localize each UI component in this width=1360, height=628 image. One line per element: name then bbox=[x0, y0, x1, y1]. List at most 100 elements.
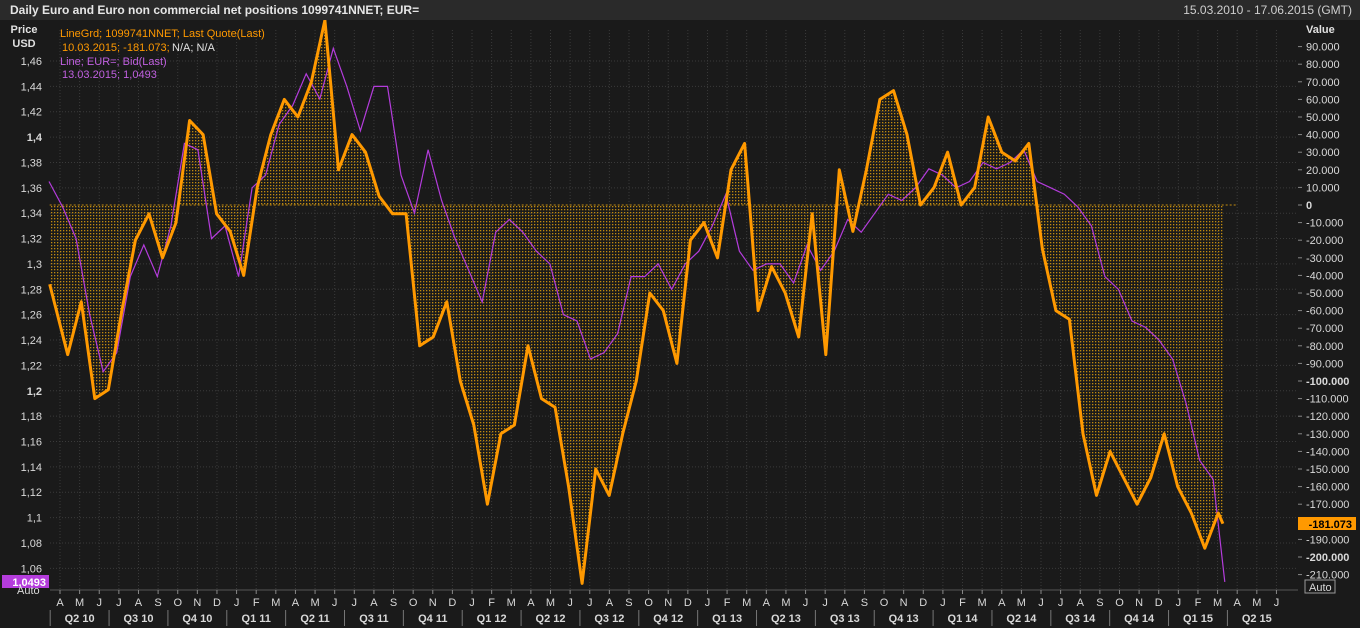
right-axis-tick-label: -160.000 bbox=[1306, 482, 1349, 494]
x-axis-quarter-label: Q4 14 bbox=[1124, 613, 1155, 625]
right-axis-tick-label: -150.000 bbox=[1306, 464, 1349, 476]
x-axis-month-label: N bbox=[664, 597, 672, 609]
x-axis-month-label: F bbox=[253, 597, 260, 609]
chart-titlebar: Daily Euro and Euro non commercial net p… bbox=[0, 0, 1360, 21]
x-axis-month-label: J bbox=[116, 597, 122, 609]
left-axis-tick-label: 1,18 bbox=[21, 411, 42, 423]
right-auto-button-frame[interactable] bbox=[1304, 579, 1336, 594]
x-axis-month-label: M bbox=[75, 597, 84, 609]
x-axis-quarter-label: Q3 12 bbox=[594, 613, 624, 625]
x-axis-month-label: J bbox=[96, 597, 102, 609]
left-auto-button[interactable]: Auto bbox=[17, 585, 40, 597]
right-axis-tick-label: 70.000 bbox=[1306, 77, 1340, 89]
chart-title: Daily Euro and Euro non commercial net p… bbox=[10, 3, 420, 17]
right-axis-tick-label: 60.000 bbox=[1306, 94, 1340, 106]
right-axis-tick-label: -80.000 bbox=[1306, 341, 1343, 353]
right-axis-tick-label: 10.000 bbox=[1306, 182, 1340, 194]
x-axis-quarter-label: Q2 11 bbox=[300, 613, 329, 625]
chart-area[interactable]: Price USD 1,46 1,44 1,42 1,4 1,38 1,36 1,34 1,3… bbox=[0, 20, 1360, 628]
x-axis-month-label: F bbox=[724, 597, 731, 609]
x-axis-month-label: A bbox=[841, 597, 849, 609]
x-axis-month-label: J bbox=[803, 597, 809, 609]
right-last-value-tag: -181.073 bbox=[1309, 519, 1352, 531]
date-range: 15.03.2010 - 17.06.2015 (GMT) bbox=[1183, 3, 1352, 17]
x-axis-quarter-label: Q3 11 bbox=[359, 613, 388, 625]
left-axis-tick-label: 1,34 bbox=[21, 208, 42, 220]
x-axis-month-label: M bbox=[781, 597, 790, 609]
left-axis-tick-label: 1,32 bbox=[21, 234, 42, 246]
right-axis-tick-label: -40.000 bbox=[1306, 270, 1343, 282]
x-axis-month-label: A bbox=[1234, 597, 1242, 609]
x-axis-month-label: M bbox=[546, 597, 555, 609]
right-axis-tick-label: -50.000 bbox=[1306, 288, 1343, 300]
x-axis-month-label: M bbox=[1017, 597, 1026, 609]
left-axis-tick-label: 1,06 bbox=[21, 563, 42, 575]
x-axis-month-label: S bbox=[625, 597, 632, 609]
x-axis-month-label: A bbox=[763, 597, 771, 609]
x-axis-month-label: F bbox=[488, 597, 495, 609]
x-axis-month-label: S bbox=[1096, 597, 1103, 609]
x-axis-month-label: J bbox=[567, 597, 573, 609]
left-axis-tick-label: 1,3 bbox=[27, 259, 42, 271]
x-axis-month-label: J bbox=[705, 597, 711, 609]
x-axis-month-label: J bbox=[1274, 597, 1280, 609]
x-axis-quarter-label: Q4 10 bbox=[182, 613, 212, 625]
x-axis-quarter-label: Q2 15 bbox=[1242, 613, 1272, 625]
x-axis-month-label: N bbox=[193, 597, 201, 609]
x-axis-month-label: D bbox=[684, 597, 692, 609]
x-axis-month-label: A bbox=[370, 597, 378, 609]
right-axis-tick-label: -130.000 bbox=[1306, 429, 1349, 441]
x-axis-month-label: A bbox=[998, 597, 1006, 609]
left-axis-tick-label: 1,46 bbox=[21, 56, 42, 68]
right-axis-tick-label: -60.000 bbox=[1306, 306, 1343, 318]
right-axis-tick-label: -30.000 bbox=[1306, 253, 1343, 265]
x-axis-quarter-label: Q1 13 bbox=[712, 613, 742, 625]
x-axis-quarter-label: Q2 10 bbox=[65, 613, 95, 625]
left-axis-tick-label: 1,2 bbox=[27, 386, 42, 398]
right-axis-tick-label: -20.000 bbox=[1306, 235, 1343, 247]
right-axis-tick-label: -140.000 bbox=[1306, 446, 1349, 458]
right-axis-tick-label: -170.000 bbox=[1306, 499, 1349, 511]
left-last-value-tag: 1,0493 bbox=[12, 577, 46, 589]
left-axis-tick-label: 1,4 bbox=[27, 132, 43, 144]
x-axis-month-label: O bbox=[1115, 597, 1124, 609]
x-axis-month-label: A bbox=[292, 597, 300, 609]
left-axis-tick-label: 1,28 bbox=[21, 284, 42, 296]
x-axis-month-label: O bbox=[644, 597, 653, 609]
right-axis-tick-label: 90.000 bbox=[1306, 42, 1340, 54]
x-axis-month-label: J bbox=[587, 597, 593, 609]
x-axis-month-label: M bbox=[507, 597, 516, 609]
left-axis-tick-label: 1,12 bbox=[21, 487, 42, 499]
right-auto-button[interactable]: Auto bbox=[1309, 582, 1332, 594]
left-axis-tick-label: 1,08 bbox=[21, 538, 42, 550]
x-axis-quarter-label: Q4 11 bbox=[418, 613, 447, 625]
x-axis-month-label: F bbox=[959, 597, 966, 609]
right-axis-tick-label: -100.000 bbox=[1306, 376, 1349, 388]
x-axis-quarter-label: Q1 14 bbox=[948, 613, 979, 625]
x-axis-month-label: J bbox=[352, 597, 358, 609]
right-axis-tick-label: 50.000 bbox=[1306, 112, 1340, 124]
right-axis-label: Value bbox=[1306, 24, 1335, 36]
right-axis-tick-label: 0 bbox=[1306, 200, 1312, 212]
x-axis-month-label: D bbox=[448, 597, 456, 609]
x-axis-quarter-label: Q1 11 bbox=[242, 613, 271, 625]
x-axis-quarter-label: Q3 14 bbox=[1065, 613, 1096, 625]
legend-series1-name: LineGrd; 1099741NNET; Last Quote(Last) bbox=[60, 28, 265, 40]
x-axis-month-label: M bbox=[271, 597, 280, 609]
left-axis-tick-label: 1,42 bbox=[21, 107, 42, 119]
series-layer bbox=[48, 20, 1226, 585]
x-axis-quarter-label: Q4 12 bbox=[653, 613, 683, 625]
left-axis-label-usd: USD bbox=[12, 38, 35, 50]
x-axis-month-label: M bbox=[742, 597, 751, 609]
x-axis-month-label: N bbox=[900, 597, 908, 609]
right-axis-tick-label: -210.000 bbox=[1306, 570, 1349, 582]
x-axis-month-label: J bbox=[469, 597, 475, 609]
x-axis-month-label: J bbox=[1058, 597, 1064, 609]
x-axis-month-label: J bbox=[1038, 597, 1044, 609]
x-axis-month-label: J bbox=[332, 597, 338, 609]
left-axis: Price USD 1,46 1,44 1,42 1,4 1,38 1,36 1,34 1,3… bbox=[11, 24, 43, 575]
x-axis-month-label: S bbox=[154, 597, 161, 609]
legend-series2-name: Line; EUR=; Bid(Last) bbox=[60, 56, 167, 68]
x-axis-quarter-label: Q3 13 bbox=[830, 613, 860, 625]
